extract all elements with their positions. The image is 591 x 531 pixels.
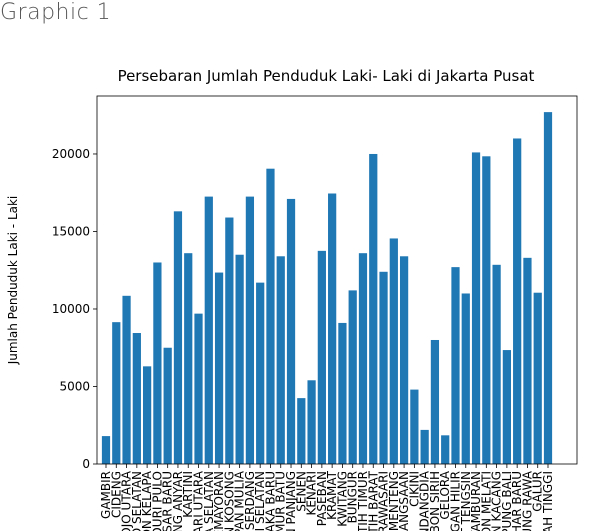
x-tick-label: KAMPUNG RAWA [520, 470, 534, 531]
x-tick-label: PETAMBURAN [469, 471, 483, 531]
x-tick-label: SERDANG [243, 471, 257, 530]
x-tick-label: GELORA [438, 470, 452, 519]
x-tick-label: KARTINI [181, 471, 195, 518]
x-tick-label: BENDUNGAN HILIR [448, 471, 462, 531]
bar [256, 282, 265, 464]
y-tick-label: 5000 [59, 379, 90, 393]
x-tick-label: CEMPAKA PUTIH BARAT [366, 470, 380, 531]
bar [513, 138, 522, 465]
y-tick-label: 15000 [52, 224, 90, 238]
x-tick-label: MENTENG [387, 471, 401, 531]
bar [153, 262, 162, 464]
bar [266, 168, 275, 464]
bar [523, 257, 532, 464]
bar [471, 152, 481, 464]
bar [235, 254, 244, 464]
bar [184, 253, 193, 464]
bar [245, 196, 255, 464]
x-tick-label: UTAN PANJANG [284, 471, 298, 531]
x-tick-label: TANAH TINGGI [541, 471, 555, 531]
x-tick-label: KARANG ANYAR [171, 471, 185, 531]
x-tick-label: JOHAR BARU [510, 471, 524, 531]
x-tick-label: KEMAYORAN [212, 471, 226, 531]
x-tick-label: MANGGA DUA SELATAN [202, 471, 216, 531]
x-tick-label: KWITANG [335, 471, 349, 527]
x-tick-label: DURI PULO [150, 471, 164, 531]
bar [348, 290, 357, 464]
x-tick-label: GUNUNG SAHARI UTARA [192, 470, 206, 531]
x-tick-label: SENEN [294, 471, 308, 512]
x-tick-label: KAMPUNG BALI [500, 471, 514, 531]
bar [317, 250, 326, 464]
x-tick-label: KENARI [305, 471, 319, 516]
bar [461, 293, 470, 464]
bar [225, 217, 234, 464]
x-tick-label: PETOJO UTARA [120, 470, 134, 531]
bar [143, 366, 152, 464]
x-tick-label: PETOJO SELATAN [130, 471, 144, 531]
x-tick-label: CIKINI [407, 471, 421, 507]
bar [543, 112, 553, 465]
chart-title: Persebaran Jumlah Penduduk Laki- Laki di… [118, 67, 535, 85]
bar [430, 339, 440, 464]
bar [214, 272, 224, 464]
x-tick-label: KEBON KELAPA [140, 470, 154, 531]
bar [451, 267, 460, 464]
bar [369, 153, 378, 464]
bar [173, 211, 183, 464]
y-axis-label: Jumlah Penduduk Laki - Laki [6, 196, 20, 366]
x-tick-label: SUMUR BATU [274, 471, 288, 531]
x-tick-label: KEBON MELATI [479, 471, 493, 531]
bar [502, 350, 511, 464]
bar [132, 333, 141, 464]
x-tick-label: KEBON KACANG [490, 471, 504, 531]
bar [307, 380, 316, 464]
x-tick-label: KRAMAT [325, 470, 339, 520]
bar [420, 429, 429, 464]
x-tick-label: PEGANGSAAN [397, 471, 411, 531]
x-tick-label: PASEBAN [315, 471, 329, 526]
x-tick-label: KEBON KOSONG [222, 471, 236, 531]
y-tick-label: 20000 [52, 147, 90, 161]
x-tick-label: GUNUNG SAHARI SELATAN [253, 471, 267, 531]
bar [482, 156, 491, 464]
bar [163, 347, 172, 464]
bar [194, 313, 203, 464]
bar [204, 196, 213, 464]
x-tick-label: BUNGUR [346, 471, 360, 523]
bar [410, 389, 419, 464]
bar [358, 253, 368, 464]
plot-frame [96, 95, 578, 465]
bar [112, 322, 121, 464]
x-tick-label: GALUR [531, 471, 545, 512]
bar [389, 238, 398, 464]
bar [286, 198, 296, 464]
bar [399, 256, 409, 464]
bar [297, 398, 306, 464]
x-tick-label: PASAR BARU [161, 471, 175, 531]
x-tick-label: GAMBIR [99, 471, 113, 519]
x-tick-label: GONDANGDIA [418, 470, 432, 531]
x-tick-label: CEMPAKA BARU [263, 471, 277, 531]
x-tick-label: CEMPAKA PUTIH TIMUR [356, 471, 370, 531]
bar [441, 435, 450, 464]
bar [492, 264, 501, 464]
x-tick-label: KEBON SIRIH [428, 471, 442, 531]
bar [328, 193, 337, 465]
x-tick-label: RAWASARI [377, 471, 391, 531]
y-tick-label: 10000 [52, 302, 90, 316]
x-tick-label: HARAPAN MULIA [233, 470, 247, 531]
header-title: Graphic 1 [0, 0, 112, 25]
bar [533, 292, 542, 464]
bar [338, 322, 347, 464]
bar [101, 436, 111, 464]
x-tick-label: KARET TENGSIN [459, 471, 473, 531]
y-tick-label: 0 [82, 457, 90, 471]
bar [379, 271, 388, 464]
bar [122, 295, 131, 464]
bar [276, 256, 285, 464]
x-tick-label: CIDENG [109, 471, 123, 518]
